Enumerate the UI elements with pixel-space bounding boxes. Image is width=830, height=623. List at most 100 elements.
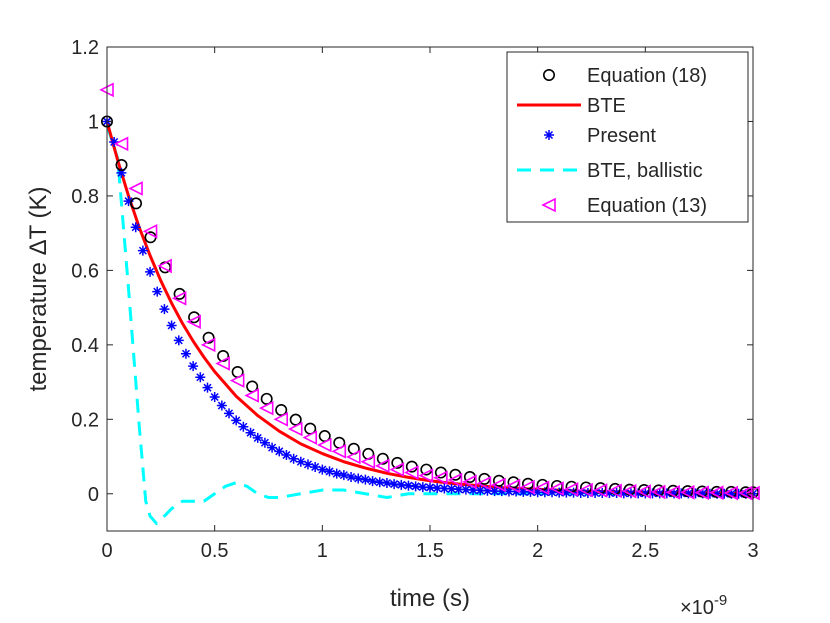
data-point-present bbox=[489, 486, 500, 497]
data-point-present bbox=[590, 488, 601, 499]
data-point-equation-13 bbox=[462, 474, 477, 490]
data-point-present bbox=[647, 488, 658, 499]
x-tick-label: 3 bbox=[747, 540, 758, 562]
data-point-present bbox=[173, 335, 184, 346]
legend-label-bte: BTE bbox=[587, 95, 626, 117]
data-point-equation-18 bbox=[115, 159, 128, 172]
data-point-equation-13 bbox=[331, 444, 347, 459]
data-point-equation-18 bbox=[130, 197, 143, 210]
data-point-present bbox=[216, 400, 227, 411]
data-point-equation-13 bbox=[229, 373, 245, 388]
data-point-present bbox=[547, 487, 558, 498]
data-point-present bbox=[302, 459, 313, 470]
data-point-equation-13 bbox=[389, 462, 405, 477]
data-point-present bbox=[374, 477, 385, 488]
data-point-present bbox=[704, 488, 715, 499]
data-point-equation-13 bbox=[273, 412, 289, 427]
data-point-equation-13 bbox=[157, 258, 172, 274]
data-point-present bbox=[252, 432, 263, 443]
data-point-equation-18 bbox=[391, 456, 404, 469]
data-point-present bbox=[324, 466, 335, 477]
data-point-present bbox=[195, 372, 206, 383]
data-point-present bbox=[661, 488, 672, 499]
data-point-equation-13 bbox=[563, 482, 579, 497]
data-point-present bbox=[475, 485, 486, 496]
legend-label-present: Present bbox=[587, 125, 656, 147]
data-point-equation-18 bbox=[289, 413, 302, 426]
x-tick-label: 2 bbox=[532, 540, 543, 562]
data-point-present bbox=[259, 437, 270, 448]
data-point-present bbox=[317, 464, 328, 475]
y-tick-label: 0.6 bbox=[71, 260, 99, 282]
data-point-present bbox=[439, 483, 450, 494]
data-point-present bbox=[159, 304, 170, 315]
legend-label-equation-18: Equation (18) bbox=[587, 65, 707, 87]
data-point-present bbox=[367, 476, 378, 487]
data-point-equation-13 bbox=[302, 430, 318, 445]
y-tick-label: 0 bbox=[88, 484, 99, 506]
data-point-present bbox=[353, 473, 364, 484]
data-point-present bbox=[453, 484, 464, 495]
y-tick-label: 0.2 bbox=[71, 409, 99, 431]
legend-symbol-equation-13 bbox=[541, 197, 556, 213]
data-point-present bbox=[690, 488, 701, 499]
data-point-equation-13 bbox=[287, 421, 303, 437]
data-point-equation-13 bbox=[708, 485, 724, 500]
data-point-present bbox=[633, 488, 644, 499]
data-point-present bbox=[145, 266, 156, 277]
data-point-present bbox=[281, 450, 292, 461]
data-point-equation-13 bbox=[491, 477, 506, 493]
x-axis-exponent: ×10-9 bbox=[680, 592, 727, 619]
data-point-present bbox=[288, 453, 299, 464]
data-point-present bbox=[740, 488, 751, 499]
x-tick-label: 1 bbox=[317, 540, 328, 562]
data-point-equation-13 bbox=[375, 458, 390, 474]
data-point-present bbox=[245, 427, 256, 438]
data-point-present bbox=[733, 488, 744, 499]
legend: Equation (18) BTE Present BTE, ballistic… bbox=[506, 51, 749, 223]
data-point-present bbox=[719, 488, 730, 499]
data-point-present bbox=[116, 167, 127, 178]
data-point-equation-13 bbox=[215, 356, 230, 371]
data-point-equation-18 bbox=[492, 474, 505, 487]
data-point-present bbox=[202, 382, 213, 393]
data-point-present bbox=[468, 485, 479, 496]
data-point-equation-13 bbox=[549, 481, 564, 496]
legend-label-equation-13: Equation (13) bbox=[587, 195, 707, 217]
data-point-present bbox=[389, 479, 400, 490]
data-point-equation-13 bbox=[360, 454, 376, 470]
data-point-present bbox=[611, 488, 622, 499]
data-point-equation-13 bbox=[433, 470, 448, 486]
data-point-present bbox=[561, 487, 572, 498]
data-point-present bbox=[396, 479, 407, 490]
data-point-equation-13 bbox=[128, 181, 143, 196]
data-point-present bbox=[496, 486, 507, 497]
legend-symbols bbox=[517, 69, 581, 213]
data-point-present bbox=[403, 480, 414, 491]
data-point-equation-13 bbox=[418, 468, 434, 483]
data-point-present bbox=[180, 348, 191, 359]
data-point-equation-13 bbox=[650, 484, 666, 500]
data-point-present bbox=[231, 415, 242, 426]
series-layer bbox=[99, 82, 760, 526]
data-point-equation-13 bbox=[578, 482, 593, 498]
data-point-present bbox=[274, 446, 285, 457]
x-tick-label: 0 bbox=[101, 540, 112, 562]
data-point-equation-13 bbox=[592, 483, 608, 498]
y-tick-label: 1.2 bbox=[71, 37, 99, 59]
x-tick-label: 0.5 bbox=[201, 540, 229, 562]
data-point-equation-13 bbox=[404, 465, 419, 480]
data-point-equation-13 bbox=[171, 291, 187, 306]
data-point-present bbox=[575, 488, 586, 499]
data-point-present bbox=[410, 481, 421, 492]
y-tick-label: 0.8 bbox=[71, 186, 99, 208]
data-point-present bbox=[482, 485, 493, 496]
data-point-present bbox=[712, 488, 723, 499]
data-point-present bbox=[625, 488, 636, 499]
data-point-present bbox=[224, 408, 235, 419]
data-point-equation-18 bbox=[275, 403, 288, 416]
data-point-equation-13 bbox=[694, 485, 709, 500]
data-point-equation-13 bbox=[520, 479, 535, 495]
legend-label-bte-ballistic: BTE, ballistic bbox=[587, 160, 703, 182]
